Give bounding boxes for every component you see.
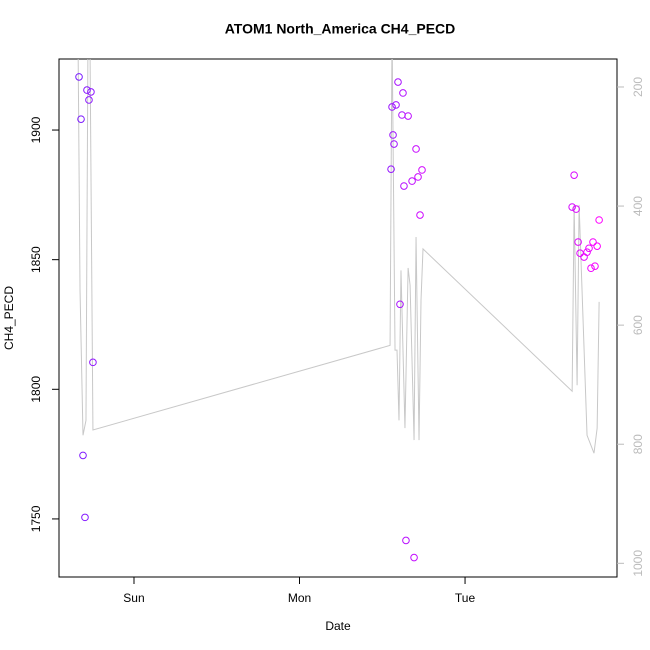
point: [83, 86, 91, 94]
point: [412, 145, 420, 153]
point: [394, 78, 402, 86]
point: [416, 211, 424, 219]
y2-tick-label: 600: [631, 315, 645, 335]
point: [398, 111, 406, 119]
point: [595, 216, 603, 224]
point: [591, 262, 599, 270]
y-tick-label: 1850: [29, 246, 43, 273]
y-tick-label: 1750: [29, 505, 43, 532]
plot-frame: [58, 58, 618, 578]
x-tick-label: Tue: [455, 591, 476, 605]
point: [593, 242, 601, 250]
chart-title: ATOM1 North_America CH4_PECD: [225, 21, 456, 37]
y-axis-label: CH4_PECD: [2, 286, 16, 350]
y2-tick-label: 1000: [631, 550, 645, 577]
point: [389, 131, 397, 139]
point: [77, 115, 85, 123]
point: [399, 89, 407, 97]
x-axis-label: Date: [325, 619, 351, 633]
point: [574, 238, 582, 246]
point: [87, 88, 95, 96]
point: [400, 182, 408, 190]
point: [75, 73, 83, 81]
point: [396, 300, 404, 309]
point: [568, 203, 576, 211]
y2-tick-label: 800: [631, 434, 645, 454]
point: [408, 177, 416, 185]
y-tick-label: 1900: [29, 116, 43, 143]
point: [388, 103, 396, 111]
point: [585, 244, 593, 253]
y-tick-label: 1800: [29, 376, 43, 403]
point: [404, 112, 412, 120]
y2-tick-label: 400: [631, 196, 645, 216]
point: [410, 553, 418, 562]
point: [390, 140, 398, 148]
point: [576, 249, 584, 257]
plot-area: [75, 59, 603, 562]
point: [85, 96, 93, 104]
point: [572, 205, 580, 213]
point: [570, 171, 578, 179]
point: [580, 253, 588, 261]
line: [77, 59, 600, 454]
point: [402, 536, 410, 545]
point: [414, 173, 422, 181]
point: [89, 358, 97, 367]
point: [79, 451, 87, 460]
y2-tick-label: 200: [631, 77, 645, 97]
x-tick-label: Mon: [288, 591, 311, 605]
point: [392, 101, 400, 109]
point: [583, 248, 591, 256]
point: [589, 238, 597, 246]
x-tick-label: Sun: [123, 591, 144, 605]
point: [387, 165, 395, 173]
point: [587, 264, 595, 273]
point: [418, 166, 426, 174]
point: [81, 513, 89, 522]
